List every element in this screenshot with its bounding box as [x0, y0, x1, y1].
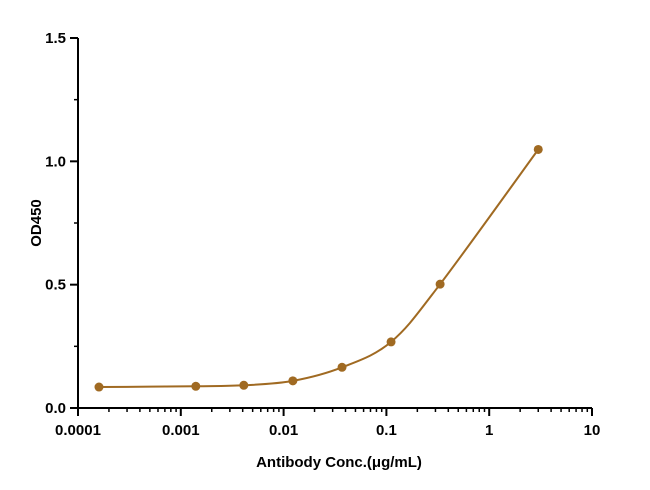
- y-axis-ticks: 0.0 0.5 1.0 1.5: [45, 30, 78, 417]
- x-axis-ticks: 0.0001 0.001 0.01 0.1 1 10: [55, 408, 600, 439]
- data-point: [94, 382, 104, 392]
- y-tick-label: 1.0: [45, 153, 66, 170]
- x-tick-label: 1: [485, 422, 493, 439]
- x-tick-label: 0.0001: [55, 422, 101, 439]
- data-point: [191, 381, 201, 391]
- y-tick-label: 0.5: [45, 277, 66, 294]
- data-point: [386, 337, 396, 347]
- data-points: [94, 144, 543, 392]
- y-tick-label: 1.5: [45, 30, 66, 47]
- data-point: [288, 376, 298, 386]
- axes: [77, 38, 592, 409]
- x-tick-label: 0.01: [269, 422, 298, 439]
- x-axis-title: Antibody Conc.(μg/mL): [256, 454, 422, 471]
- data-point: [337, 362, 347, 372]
- y-axis-title: OD450: [28, 199, 45, 247]
- x-tick-label: 0.1: [376, 422, 397, 439]
- data-point: [239, 380, 249, 390]
- y-tick-label: 0.0: [45, 400, 66, 417]
- fit-curve: [98, 148, 540, 389]
- data-point: [435, 279, 445, 289]
- x-tick-label: 10: [584, 422, 601, 439]
- x-tick-label: 0.001: [162, 422, 200, 439]
- data-point: [533, 144, 543, 154]
